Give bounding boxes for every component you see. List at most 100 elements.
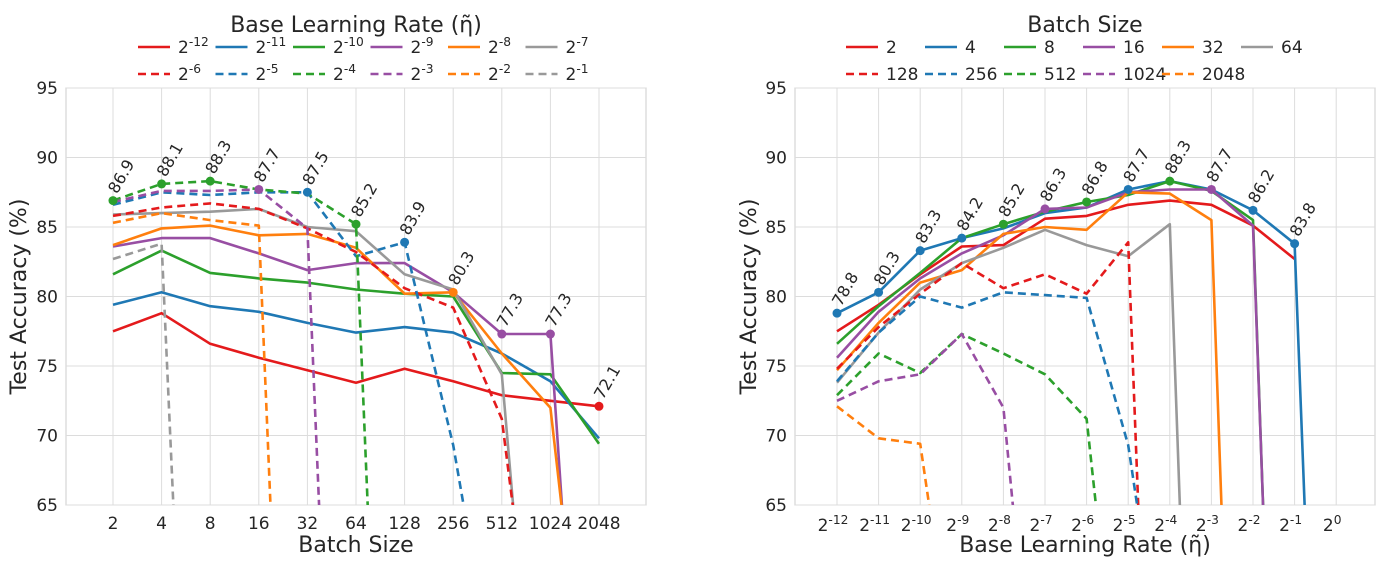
best-point-marker [1206,184,1216,194]
x-tick-label: 2-11 [859,513,890,536]
x-tick-label: 2-5 [1113,513,1136,536]
best-point-marker [957,233,967,243]
x-tick-label: 512 [486,514,518,534]
legend-label: 2-4 [333,62,356,85]
x-tick-label: 2-7 [1029,513,1052,536]
series-line [836,332,1015,505]
best-point-marker [205,176,215,186]
x-tick-label: 20 [1323,513,1342,536]
best-point-marker [157,179,167,189]
best-point-marker [108,196,118,206]
best-point-marker [1040,204,1050,214]
x-tick-label: 1024 [529,514,572,534]
chart-title: Base Learning Rate (η̃) [230,13,482,38]
y-tick-label: 90 [36,149,58,169]
legend-label: 8 [1044,38,1055,58]
chart-panel-1: 65 70 75 80 85 90 95 2 4 8 16 32 64 128 256 512 1024 2048… [7,13,647,558]
best-point-marker [1123,184,1133,194]
x-tick-label: 256 [437,514,469,534]
series-line [836,405,931,505]
legend-label: 2-11 [256,35,287,58]
y-tick-label: 95 [765,79,787,99]
x-tick-label: 64 [345,514,367,534]
legend-label: 32 [1202,38,1224,58]
x-tick-label: 8 [205,514,216,534]
best-point-marker [400,237,410,247]
x-tick-label: 2-1 [1279,513,1302,536]
series-line [112,290,600,440]
y-tick-label: 80 [765,288,787,308]
y-tick-label: 70 [765,427,787,447]
series-line [112,207,515,505]
x-tick-label: 16 [248,514,270,534]
legend-label: 2 [886,38,897,58]
series-line [836,188,1265,505]
series-line [112,211,272,505]
x-tick-label: 2-8 [988,513,1011,536]
x-tick-label: 2-4 [1154,513,1177,536]
best-point-marker [254,184,264,194]
legend-label: 64 [1281,38,1303,58]
best-point-marker [545,329,555,339]
best-point-marker [448,287,458,297]
y-tick-label: 65 [765,496,787,516]
x-tick-label: 4 [156,514,167,534]
x-tick-label: 2-12 [818,513,849,536]
x-tick-label: 2 [108,514,119,534]
y-tick-label: 70 [36,427,58,447]
legend-label: 2-12 [178,35,209,58]
legend-label: 1024 [1123,65,1166,85]
legend-label: 2-1 [566,62,589,85]
x-tick-label: 32 [297,514,319,534]
chart-title: Batch Size [1027,13,1142,38]
best-point-marker [1082,197,1092,207]
x-tick-label: 2-10 [901,513,932,536]
legend-label: 2-8 [488,35,511,58]
legend-label: 512 [1044,65,1076,85]
x-tick-label: 2-9 [946,513,969,536]
best-point-marker [832,308,842,318]
x-tick-label: 2-3 [1196,513,1219,536]
y-axis-label: Test Accuracy (%) [737,199,762,396]
x-axis-label: Batch Size [298,533,413,558]
y-tick-label: 65 [36,496,58,516]
legend-label: 2-7 [566,35,589,58]
legend-label: 2-10 [333,35,364,58]
x-tick-label: 128 [388,514,420,534]
legend-label: 2-5 [256,62,279,85]
y-tick-label: 80 [36,288,58,308]
series-line [836,332,1098,505]
series-line [112,236,564,505]
x-axis-label: Base Learning Rate (η̃) [959,533,1211,558]
legend-label: 2-3 [411,62,434,85]
series-line [112,202,515,505]
legend-label: 2048 [1202,65,1245,85]
series-line [836,191,1223,505]
series-line [112,188,321,505]
best-point-marker [497,329,507,339]
legend-label: 16 [1123,38,1145,58]
y-tick-label: 90 [765,149,787,169]
series-line [112,311,600,408]
legend-label: 256 [965,65,997,85]
y-tick-label: 85 [36,218,58,238]
legend-label: 4 [965,38,976,58]
series-line [836,241,1140,505]
y-tick-label: 85 [765,218,787,238]
x-tick-label: 2-6 [1071,513,1094,536]
legend-label: 2-6 [178,62,201,85]
y-tick-label: 75 [765,357,787,377]
legend-label: 128 [886,65,918,85]
best-point-marker [302,187,312,197]
x-tick-label: 2048 [577,514,620,534]
series-line [112,242,175,505]
x-tick-label: 2-2 [1237,513,1260,536]
legend-label: 2-2 [488,62,511,85]
legend-label: 2-9 [411,35,434,58]
y-tick-label: 95 [36,79,58,99]
best-point-marker [874,287,884,297]
best-point-marker [1290,239,1300,249]
best-point-marker [998,219,1008,229]
